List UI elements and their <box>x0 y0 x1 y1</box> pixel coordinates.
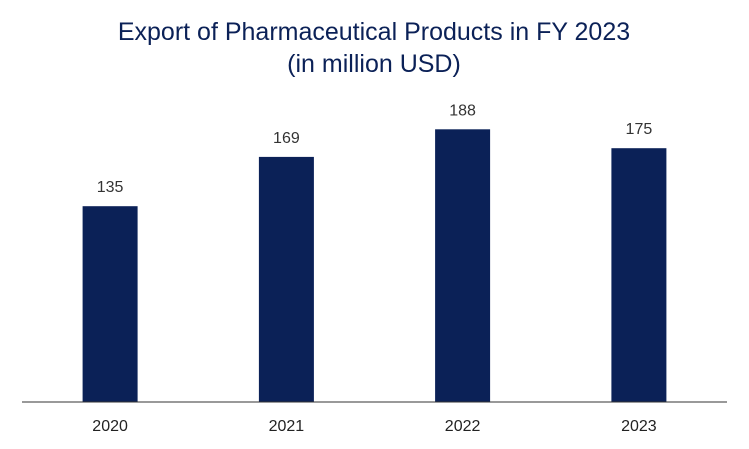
bar-2021 <box>258 156 314 402</box>
x-tick-labels: 2020 2021 2022 2023 <box>92 418 656 435</box>
bar-2023 <box>611 148 667 402</box>
chart-title-line-1: Export of Pharmaceutical Products in FY … <box>118 18 630 46</box>
chart-title-line-2: (in million USD) <box>287 50 461 78</box>
bar-2020 <box>82 206 138 402</box>
x-tick-label-2022: 2022 <box>445 418 481 435</box>
x-tick-label-2023: 2023 <box>621 418 657 435</box>
x-tick-label-2021: 2021 <box>269 418 305 435</box>
x-tick-label-2020: 2020 <box>92 418 128 435</box>
value-label-2020: 135 <box>97 179 124 196</box>
value-label-2022: 188 <box>449 102 476 119</box>
bar-series <box>82 129 667 403</box>
bar-2022 <box>435 129 491 403</box>
value-label-2023: 175 <box>626 121 653 138</box>
value-labels: 135 169 188 175 <box>97 102 653 196</box>
value-label-2021: 169 <box>273 130 300 147</box>
